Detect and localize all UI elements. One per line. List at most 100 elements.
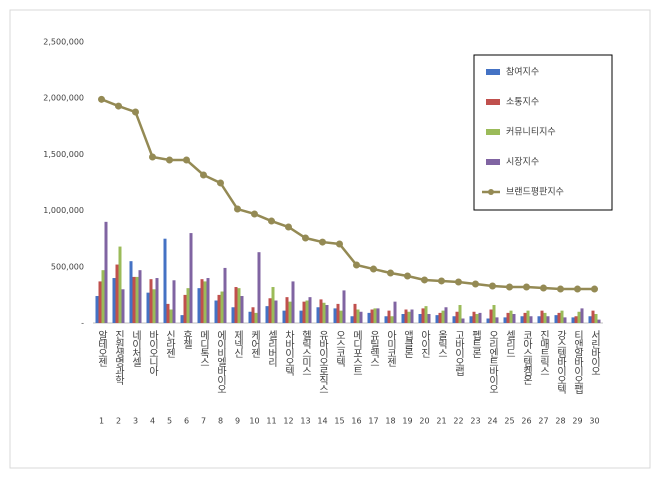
bar (248, 311, 252, 323)
bar (271, 287, 275, 323)
x-tick-label: 알테오젠 (96, 330, 108, 367)
bar (367, 312, 371, 323)
rank-label: 30 (589, 417, 599, 426)
x-tick-label: 유틸렉스 (368, 330, 380, 366)
rank-label: 1 (99, 417, 104, 426)
bar (214, 300, 218, 323)
y-tick-label: 2,000,000 (43, 94, 84, 103)
line-point (98, 95, 105, 103)
line-point (353, 261, 360, 269)
rank-label: 7 (201, 417, 206, 426)
bar (390, 316, 394, 323)
bar (393, 301, 397, 323)
bar (418, 314, 422, 323)
bar (95, 296, 99, 323)
x-tick-label: 아미코젠 (385, 330, 397, 367)
x-tick-label: 오스코텍 (334, 330, 346, 368)
bar (404, 309, 408, 323)
bar (478, 312, 482, 323)
line-point (421, 276, 428, 284)
y-tick-label: 1,500,000 (43, 150, 84, 159)
bar (594, 314, 598, 323)
rank-label: 17 (368, 417, 378, 426)
bar (155, 278, 159, 323)
bar (373, 308, 377, 323)
bar (523, 312, 527, 323)
rank-label: 20 (419, 417, 429, 426)
bar (509, 310, 513, 323)
bar (254, 312, 258, 323)
line-point (557, 285, 564, 293)
bar (138, 270, 142, 323)
x-tick-label: 아이진 (419, 330, 431, 358)
bar (285, 297, 289, 323)
line-point (319, 238, 326, 246)
rank-label: 28 (555, 417, 565, 426)
legend-label: 소통지수 (506, 97, 539, 108)
bar (529, 316, 533, 323)
bar (503, 317, 507, 323)
bar (217, 294, 221, 323)
bar (231, 307, 235, 323)
line-point (438, 277, 445, 285)
legend-label: 시장지수 (506, 157, 539, 168)
line-point (166, 156, 173, 164)
rank-label: 16 (351, 417, 361, 426)
bar (410, 309, 414, 323)
bar (597, 319, 601, 323)
rank-label: 15 (334, 417, 344, 426)
bar (384, 316, 388, 323)
bar (455, 311, 459, 323)
y-tick-label: 500,000 (51, 262, 84, 271)
line-point (540, 284, 547, 292)
bar (486, 318, 490, 323)
bar (520, 316, 524, 323)
bar (435, 315, 439, 323)
bar (274, 300, 278, 323)
bar (591, 310, 595, 323)
y-tick-label: 1,000,000 (43, 206, 84, 215)
line-point (523, 283, 530, 291)
bar (336, 303, 340, 323)
x-tick-label: 앱클론 (402, 330, 414, 358)
legend-marker (486, 69, 500, 75)
bar (577, 311, 581, 323)
x-tick-label: 티앤알바이오팹 (572, 330, 584, 394)
bar (220, 291, 224, 323)
bar (240, 296, 244, 323)
line-point (234, 205, 241, 213)
bar (444, 307, 448, 323)
bar (308, 297, 312, 323)
bar (189, 233, 193, 323)
bar (376, 308, 380, 323)
bar (526, 310, 530, 323)
bar (237, 288, 241, 323)
bar (472, 311, 476, 323)
bar (540, 310, 544, 323)
bar (342, 290, 346, 323)
rank-label: 25 (504, 417, 514, 426)
bar (506, 312, 510, 323)
bar (512, 314, 516, 323)
bar (305, 300, 309, 323)
x-tick-label: 강스템바이오텍 (555, 330, 567, 395)
bar (135, 276, 139, 323)
line-point (574, 285, 581, 293)
bar (441, 310, 445, 323)
line-point (217, 179, 224, 187)
bar (537, 316, 541, 323)
rank-label: 5 (167, 417, 172, 426)
rank-label: 4 (150, 417, 155, 426)
bar (353, 303, 357, 323)
bar (302, 301, 306, 323)
rank-label: 29 (572, 417, 582, 426)
x-tick-label: 차바이오텍 (283, 330, 295, 377)
line-point (404, 272, 411, 280)
bar (268, 298, 272, 323)
x-tick-label: 셀리버리 (266, 330, 278, 368)
rank-label: 11 (266, 417, 276, 426)
bar (101, 270, 105, 323)
bar (282, 310, 286, 323)
line-point (132, 108, 139, 116)
